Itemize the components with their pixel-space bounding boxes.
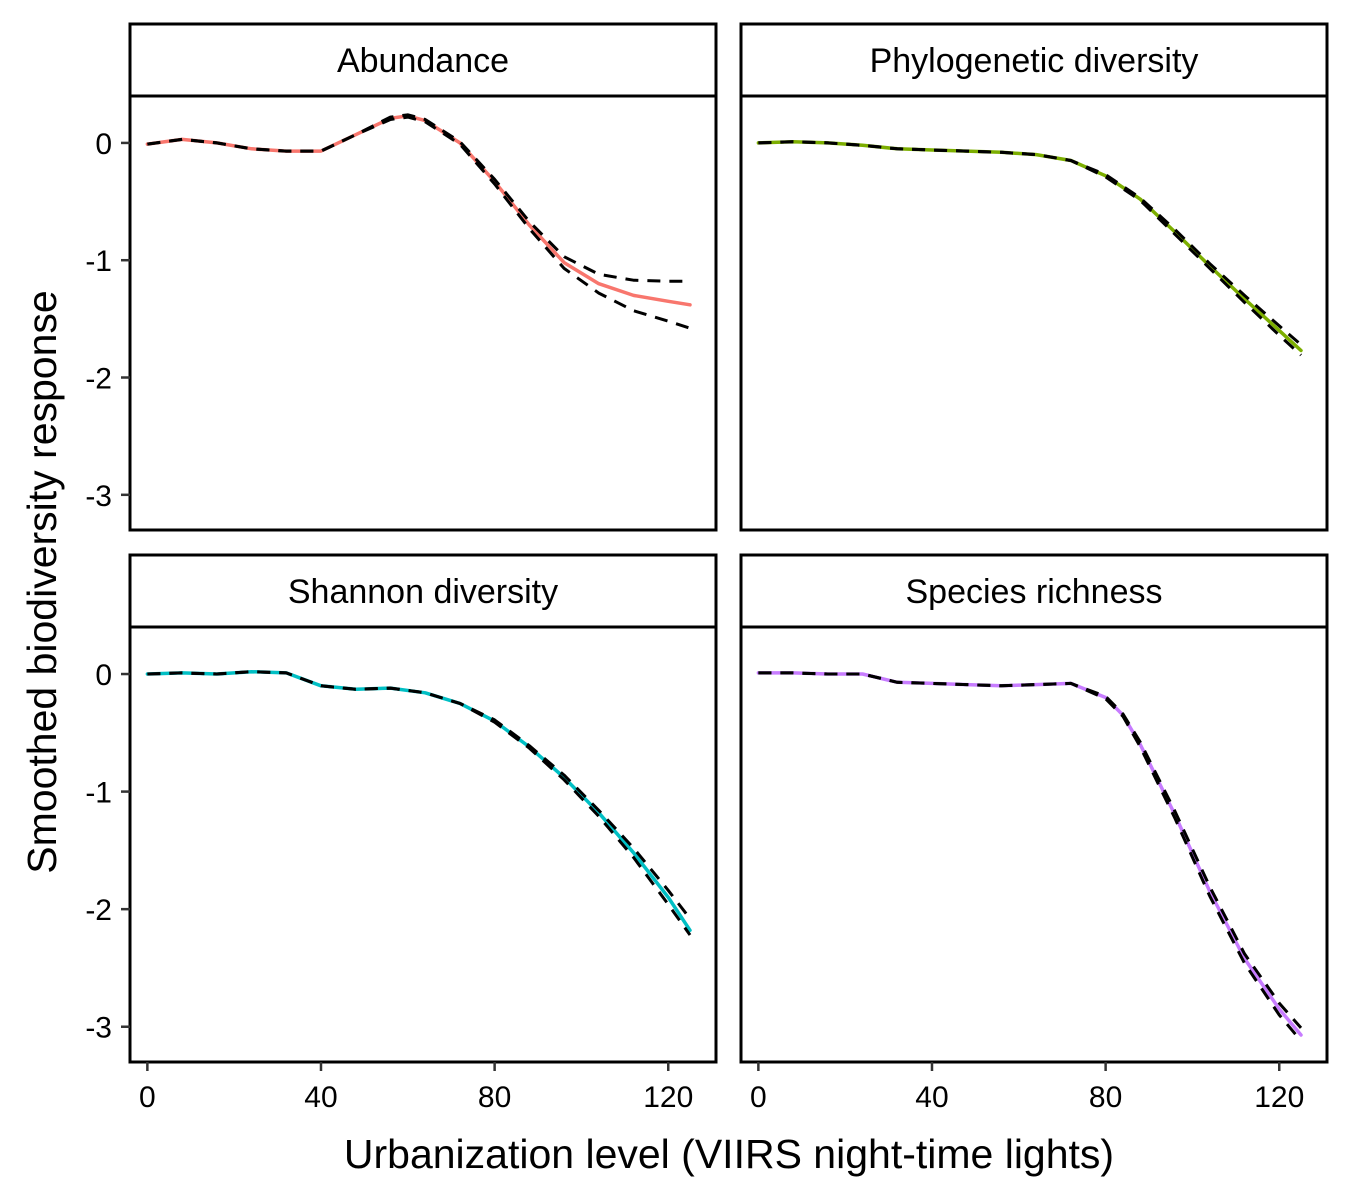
ci-lower-line bbox=[147, 115, 691, 330]
y-axis-title: Smoothed biodiversity response bbox=[19, 290, 65, 873]
y-tick-label: 0 bbox=[95, 128, 112, 161]
x-tick-label: 120 bbox=[643, 1081, 693, 1114]
y-tick-label: -3 bbox=[85, 480, 112, 513]
facet-strip-label: Species richness bbox=[905, 573, 1162, 611]
y-tick-label: -3 bbox=[85, 1012, 112, 1045]
ci-lower-line bbox=[147, 670, 692, 936]
x-tick-label: 80 bbox=[478, 1081, 511, 1114]
x-tick-label: 80 bbox=[1089, 1081, 1122, 1114]
plot-area-border bbox=[739, 94, 1329, 532]
x-tick-label: 0 bbox=[750, 1081, 767, 1114]
ci-upper-line bbox=[758, 671, 1303, 1029]
facet-panel: Phylogenetic diversity bbox=[739, 22, 1329, 532]
x-axis-title: Urbanization level (VIIRS night-time lig… bbox=[344, 1131, 1114, 1177]
x-tick-label: 0 bbox=[139, 1081, 156, 1114]
plot-area-border bbox=[739, 625, 1329, 1064]
series-line bbox=[145, 669, 692, 933]
y-tick-label: -1 bbox=[85, 777, 112, 810]
x-tick-label: 40 bbox=[915, 1081, 948, 1114]
ci-lower-line bbox=[758, 671, 1303, 1042]
facet-panel: Abundance 0 -1 -2 -3 bbox=[85, 22, 718, 532]
facet-strip-label: Abundance bbox=[337, 42, 509, 80]
facet-panels: Abundance 0 -1 -2 -3 Phylogenetic diversity Sh… bbox=[85, 22, 1329, 1114]
plot-area-border bbox=[128, 94, 718, 532]
x-tick-label: 120 bbox=[1254, 1081, 1304, 1114]
ci-upper-line bbox=[758, 140, 1302, 346]
facet-strip bbox=[739, 553, 1329, 629]
ci-upper-line bbox=[147, 670, 692, 920]
y-tick-label: -2 bbox=[85, 363, 112, 396]
series-line bbox=[756, 139, 1303, 353]
facet-strip bbox=[128, 553, 718, 629]
facet-panel: Species richness 0 40 80 120 bbox=[739, 553, 1329, 1114]
facet-panel: Shannon diversity 0 -1 -2 -3 0 40 80 120 bbox=[85, 553, 718, 1114]
facet-strip bbox=[128, 22, 718, 98]
x-tick-label: 40 bbox=[304, 1081, 337, 1114]
y-tick-label: 0 bbox=[95, 659, 112, 692]
series-line bbox=[756, 671, 1303, 1037]
facet-strip-label: Shannon diversity bbox=[288, 573, 558, 611]
ci-upper-line bbox=[147, 113, 690, 283]
y-tick-label: -1 bbox=[85, 245, 112, 278]
facet-strip-label: Phylogenetic diversity bbox=[870, 42, 1199, 80]
y-tick-label: -2 bbox=[85, 894, 112, 927]
plot-area-border bbox=[128, 625, 718, 1064]
ci-lower-line bbox=[758, 140, 1303, 357]
